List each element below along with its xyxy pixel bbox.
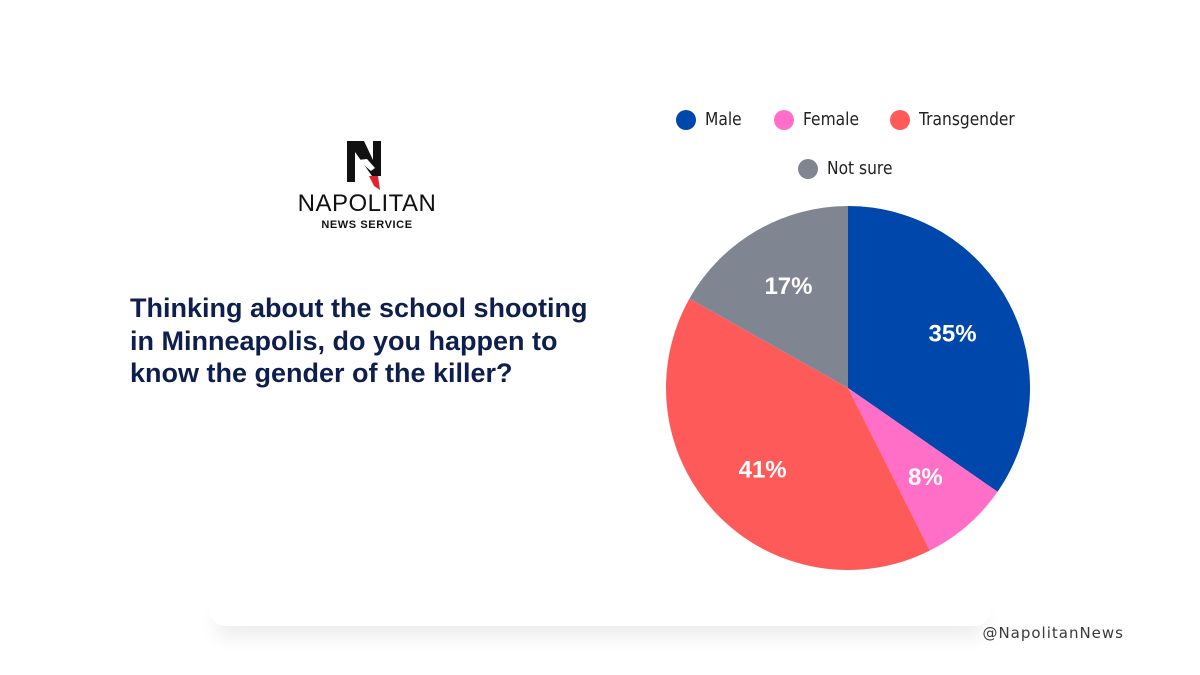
legend-item-female: Female <box>774 109 868 130</box>
legend-label: Male <box>705 109 742 130</box>
pie-slice-male <box>848 206 1030 492</box>
chart-legend: Male Female Transgender Not sure <box>660 100 1040 200</box>
slice-value-label: 41% <box>739 456 787 483</box>
legend-item-not-sure: Not sure <box>798 158 903 179</box>
brand-subtitle: NEWS SERVICE <box>321 219 413 231</box>
survey-question: Thinking about the school shooting in Mi… <box>130 293 588 388</box>
pie-slice-transgender <box>666 298 930 570</box>
legend-swatch <box>676 109 696 130</box>
brand-name: NAPOLITAN <box>297 190 437 217</box>
legend-label: Transgender <box>919 109 1015 130</box>
legend-swatch <box>798 158 818 179</box>
card-shadow <box>210 596 990 626</box>
legend-item-male: Male <box>676 109 748 130</box>
legend-swatch <box>774 109 794 130</box>
pie-slice-female <box>848 388 998 551</box>
legend-label: Female <box>803 109 859 130</box>
slice-value-label: 8% <box>908 464 943 491</box>
napolitan-n-bird-logo-icon <box>347 141 381 190</box>
legend-swatch <box>890 109 910 130</box>
napolitan-logo: NAPOLITAN NEWS SERVICE <box>282 135 452 245</box>
legend-item-transgender: Transgender <box>890 109 1030 130</box>
legend-label: Not sure <box>827 158 893 179</box>
social-handle: @NapolitanNews <box>982 624 1124 642</box>
pie-chart: 35% 8% 41% 17% <box>666 206 1030 570</box>
slice-value-label: 17% <box>764 273 812 300</box>
slice-value-label: 35% <box>929 320 977 347</box>
pie-slice-not-sure <box>689 206 848 388</box>
